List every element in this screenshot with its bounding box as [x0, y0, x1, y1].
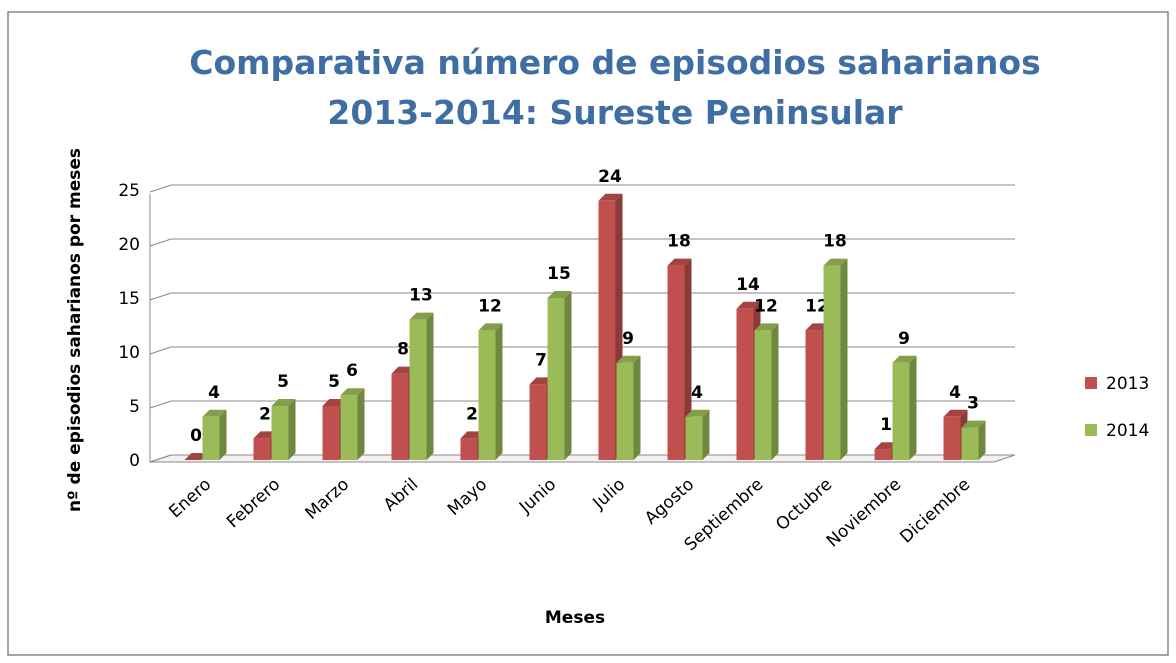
value-label: 2	[259, 404, 271, 424]
bar	[667, 265, 685, 460]
bar	[478, 330, 496, 460]
value-label: 1	[880, 415, 892, 435]
bar-side	[840, 258, 848, 460]
y-axis-title: nº de episodios saharianos por meses	[65, 148, 85, 512]
bar-side	[909, 355, 917, 460]
bar-top	[409, 312, 434, 320]
chart-border	[7, 11, 1169, 656]
bar-top	[271, 399, 296, 406]
y-tick-label: 20	[118, 235, 140, 255]
bar-side	[702, 409, 710, 460]
value-label: 6	[346, 361, 358, 381]
bar-side	[771, 323, 779, 460]
bar	[754, 330, 772, 460]
bar	[322, 406, 340, 460]
bar-side	[426, 312, 434, 460]
bar-side	[564, 291, 572, 460]
bar-top	[667, 258, 692, 266]
bar-top	[892, 355, 917, 363]
bar-top	[961, 420, 986, 428]
bar-side	[684, 258, 692, 460]
bar-top	[754, 323, 779, 331]
value-label: 9	[898, 329, 910, 349]
value-label: 5	[328, 372, 340, 392]
grid-line	[149, 454, 1015, 463]
bar-top	[547, 291, 572, 298]
legend-label: 2014	[1106, 421, 1149, 441]
value-label: 7	[535, 350, 547, 370]
value-label: 12	[478, 296, 502, 316]
grid-line	[149, 292, 1015, 301]
bar-side	[495, 323, 503, 460]
value-label: 13	[409, 286, 433, 306]
bar-top	[943, 409, 968, 417]
y-tick-label: 0	[129, 451, 140, 471]
bar	[805, 330, 823, 460]
value-label: 24	[598, 167, 622, 187]
bar	[874, 449, 892, 460]
value-label: 2	[466, 404, 478, 424]
value-label: 4	[208, 383, 220, 403]
bar-side	[288, 399, 296, 460]
value-label: 8	[397, 340, 409, 360]
bar	[616, 362, 634, 460]
value-label: 12	[805, 296, 829, 316]
bar-top	[616, 355, 641, 363]
bar	[409, 319, 427, 460]
value-label: 9	[622, 329, 634, 349]
y-tick-label: 25	[118, 181, 140, 201]
bar	[340, 395, 358, 460]
bar-top	[685, 409, 710, 417]
legend-swatch	[1085, 377, 1097, 389]
bar-top	[478, 323, 503, 331]
bar	[253, 438, 271, 460]
x-axis-title: Meses	[545, 608, 605, 628]
legend-swatch	[1085, 424, 1097, 436]
bar	[202, 416, 220, 460]
bar	[529, 384, 547, 460]
bar	[391, 373, 409, 460]
chart-title: Comparativa número de episodios saharian…	[189, 43, 1041, 132]
value-label: 15	[547, 264, 571, 284]
bar	[460, 438, 478, 460]
value-label: 5	[277, 372, 289, 392]
grid-line	[149, 346, 1015, 355]
bar-top	[736, 301, 761, 309]
bar	[892, 362, 910, 460]
bar-top	[202, 409, 227, 417]
bar	[598, 200, 616, 461]
value-label: 4	[691, 383, 703, 403]
value-label: 0	[190, 426, 202, 446]
y-tick-label: 5	[129, 397, 140, 417]
bar	[961, 427, 979, 460]
bar	[823, 265, 841, 460]
value-label: 3	[967, 394, 979, 414]
grid-line	[149, 184, 1015, 193]
bar-side	[978, 420, 986, 460]
value-label: 18	[823, 232, 847, 252]
value-label: 14	[736, 275, 760, 295]
bar-side	[357, 388, 365, 460]
value-label: 12	[754, 296, 778, 316]
bar-top	[598, 193, 623, 201]
y-tick-label: 10	[118, 343, 140, 363]
bar-top	[340, 388, 365, 396]
bar-side	[633, 355, 641, 460]
value-label: 4	[949, 383, 961, 403]
bar-side	[219, 409, 227, 460]
bar	[943, 416, 961, 460]
y-tick-label: 15	[118, 289, 140, 309]
bar	[685, 416, 703, 460]
bar	[271, 406, 289, 460]
legend-label: 2013	[1106, 374, 1149, 394]
bar	[547, 298, 565, 460]
bar-top	[823, 258, 848, 266]
grid-line	[149, 400, 1015, 409]
value-label: 18	[667, 232, 691, 252]
bar	[736, 308, 754, 460]
grid-line	[149, 238, 1015, 247]
